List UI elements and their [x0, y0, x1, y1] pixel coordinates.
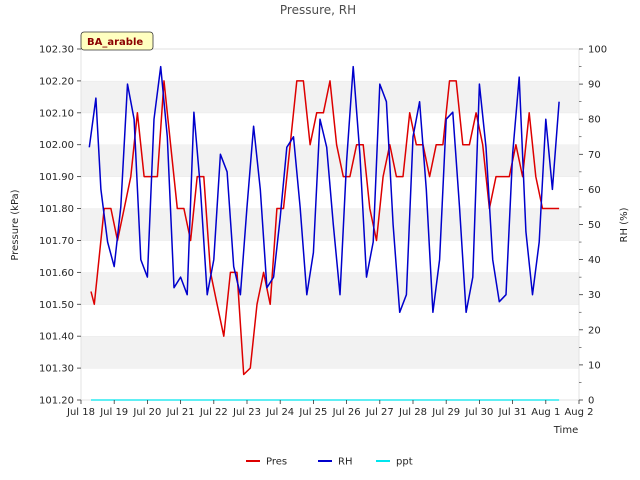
y-left-tick-label: 102.30 — [39, 45, 74, 56]
y-left-tick-label: 101.50 — [39, 300, 74, 311]
y-left-tick-label: 101.90 — [39, 172, 74, 183]
grid-band — [81, 272, 579, 305]
y-left-tick-label: 101.30 — [39, 364, 74, 375]
y-left-tick-label: 101.60 — [39, 268, 74, 279]
y-left-tick-label: 101.20 — [39, 396, 74, 407]
series-line-rh — [88, 65, 560, 314]
badge-box — [80, 31, 154, 51]
grid-band — [81, 336, 579, 369]
y-left-tick-label: 102.20 — [39, 76, 74, 87]
x-tick-label: Jul 24 — [265, 407, 294, 418]
y-left-tick-label: 101.40 — [39, 332, 74, 343]
x-tick-label: Jul 19 — [99, 407, 128, 418]
series-layer — [88, 65, 560, 401]
right-axis: 0 10 20 30 40 50 60 70 80 90 100 — [579, 45, 607, 407]
left-axis: 101.20 101.30 101.40 101.50 101.60 101.70 101.… — [39, 45, 81, 407]
grid-band — [81, 240, 579, 273]
y-axis-right-label: RH (%) — [619, 207, 630, 242]
y-left-tick-label: 102.10 — [39, 108, 74, 119]
series-line-pres — [90, 80, 560, 376]
y-right-tick-label: 90 — [588, 80, 601, 91]
site-badge: BA_arable — [80, 31, 154, 51]
legend-label-rh: RH — [338, 457, 352, 468]
badge-text: BA_arable — [87, 37, 143, 48]
chart-title: Pressure, RH — [280, 3, 356, 17]
x-tick-label: Aug 1 — [531, 407, 560, 418]
x-axis: Jul 18 Jul 19 Jul 20 Jul 21 Jul 22 Jul 23 Jul … — [66, 400, 594, 418]
x-tick-label: Jul 22 — [199, 407, 228, 418]
grid-band — [81, 49, 579, 81]
y-right-tick-label: 30 — [588, 290, 601, 301]
legend-label-pres: Pres — [266, 457, 287, 468]
grid-band — [81, 304, 579, 337]
legend-label-ppt: ppt — [396, 457, 413, 468]
background-bands — [81, 48, 579, 400]
x-tick-label: Jul 18 — [66, 407, 95, 418]
y-left-tick-label: 102.00 — [39, 140, 74, 151]
x-tick-label: Jul 28 — [398, 407, 427, 418]
y-left-tick-label: 101.70 — [39, 236, 74, 247]
x-tick-label: Jul 29 — [431, 407, 460, 418]
x-tick-label: Jul 21 — [166, 407, 195, 418]
grid-band — [81, 208, 579, 241]
legend: Pres RH ppt — [246, 457, 413, 468]
y-right-tick-label: 0 — [588, 396, 594, 407]
y-right-tick-label: 80 — [588, 115, 601, 126]
grid-band — [81, 144, 579, 177]
x-tick-label: Jul 23 — [232, 407, 261, 418]
y-right-tick-label: 40 — [588, 255, 601, 266]
y-right-tick-label: 70 — [588, 150, 601, 161]
x-tick-label: Jul 30 — [464, 407, 493, 418]
x-tick-label: Jul 25 — [298, 407, 327, 418]
y-right-tick-label: 20 — [588, 325, 601, 336]
y-right-tick-label: 60 — [588, 185, 601, 196]
x-tick-label: Jul 27 — [365, 407, 394, 418]
y-right-tick-label: 100 — [588, 45, 607, 56]
grid-band — [81, 368, 579, 400]
grid-band — [81, 112, 579, 145]
x-tick-label: Jul 20 — [132, 407, 161, 418]
y-right-tick-label: 10 — [588, 360, 601, 371]
y-right-tick-label: 50 — [588, 220, 601, 231]
y-left-tick-label: 101.80 — [39, 204, 74, 215]
x-tick-label: Aug 2 — [564, 407, 593, 418]
y-axis-left-label: Pressure (kPa) — [10, 189, 21, 260]
x-axis-label: Time — [553, 425, 578, 436]
x-tick-label: Jul 26 — [332, 407, 361, 418]
x-tick-label: Jul 31 — [498, 407, 527, 418]
